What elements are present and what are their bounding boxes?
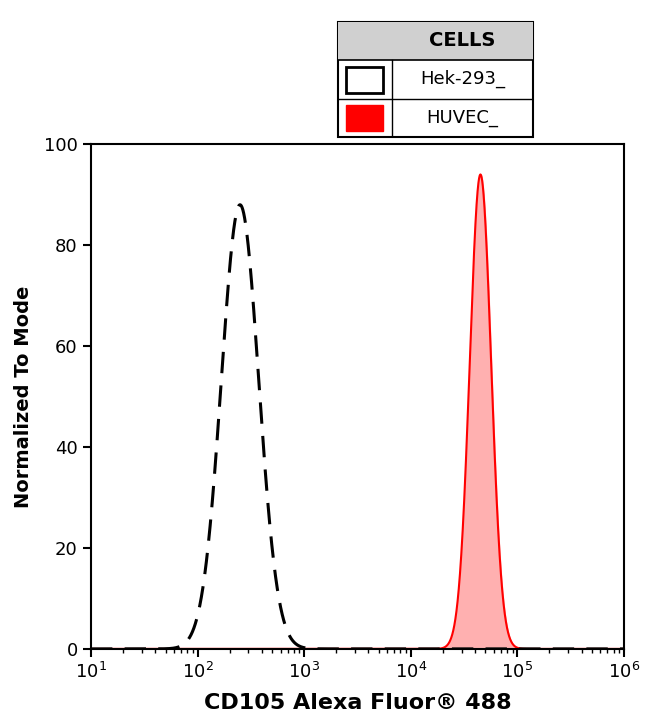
- Bar: [346, 105, 383, 131]
- X-axis label: CD105 Alexa Fluor® 488: CD105 Alexa Fluor® 488: [203, 694, 512, 713]
- Y-axis label: Normalized To Mode: Normalized To Mode: [14, 286, 32, 508]
- Text: Hek-293_: Hek-293_: [420, 70, 505, 89]
- Bar: [338, 22, 533, 60]
- Bar: [346, 66, 383, 93]
- Text: HUVEC_: HUVEC_: [426, 109, 499, 127]
- Text: CELLS: CELLS: [429, 31, 495, 50]
